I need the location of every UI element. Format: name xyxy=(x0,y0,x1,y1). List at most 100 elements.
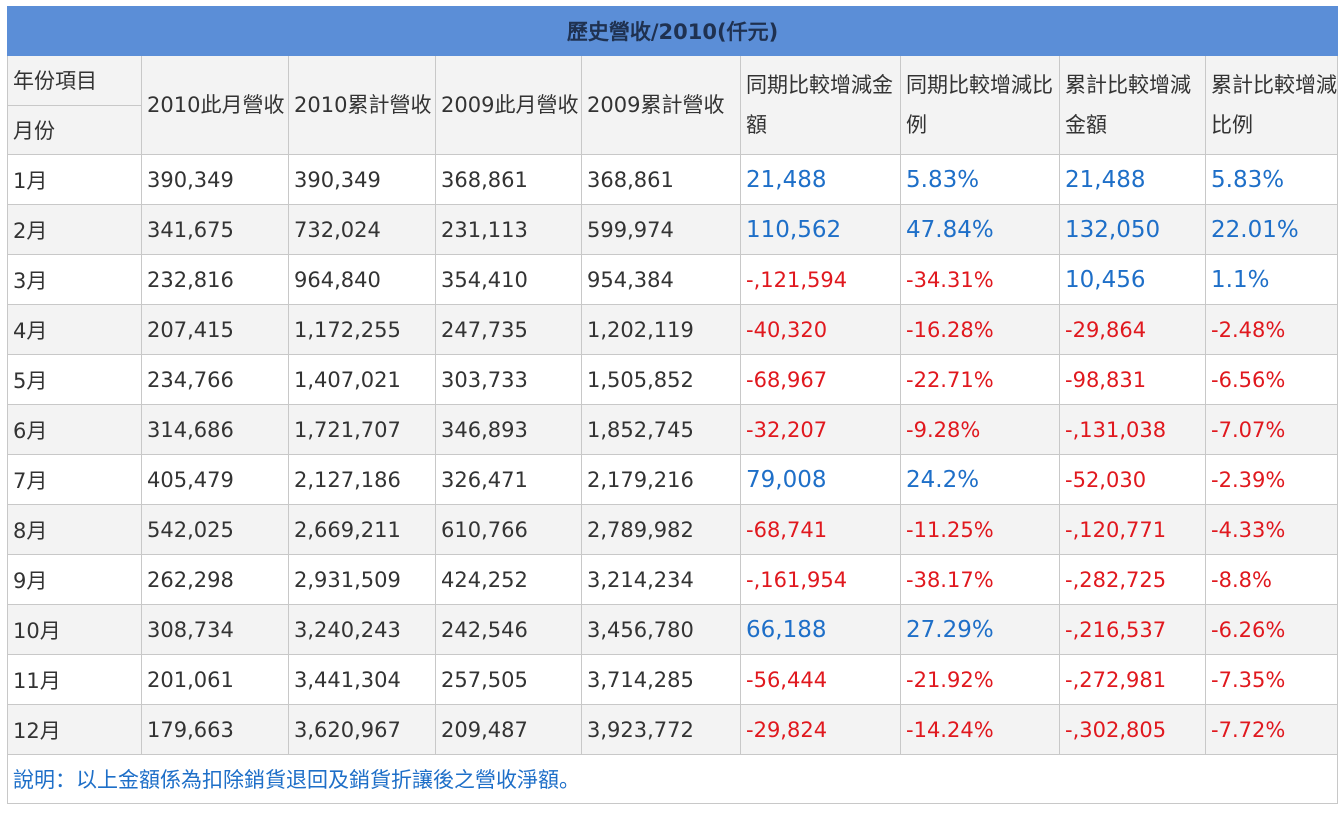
value-cell: -98,831 xyxy=(1059,354,1206,405)
value-cell: 257,505 xyxy=(435,654,582,705)
value-cell: 610,766 xyxy=(435,504,582,555)
value-cell: 207,415 xyxy=(141,304,289,355)
value-cell: -40,320 xyxy=(740,304,901,355)
value-cell: -52,030 xyxy=(1059,454,1206,505)
column-header-label: 2009累計營收 xyxy=(587,93,725,117)
column-header: 累計比較增減比例 xyxy=(1204,55,1339,155)
value-cell: 303,733 xyxy=(435,354,582,405)
value-cell: 242,546 xyxy=(435,604,582,655)
column-header: 同期比較增減金額 xyxy=(740,55,901,155)
column-header: 2009此月營收 xyxy=(435,55,582,155)
column-header-label: 2010累計營收 xyxy=(294,93,432,117)
table-row: 5月 234,766 1,407,021 303,733 1,505,852 -68,96… xyxy=(7,354,1339,405)
month-cell: 5月 xyxy=(7,354,142,405)
value-cell: 368,861 xyxy=(435,154,582,205)
footnote: 說明：以上金額係為扣除銷貨退回及銷貨折讓後之營收淨額。 xyxy=(6,754,1339,804)
value-cell: 964,840 xyxy=(288,254,436,305)
value-cell: 424,252 xyxy=(435,554,582,605)
value-cell: 5.83% xyxy=(900,154,1060,205)
value-cell: 110,562 xyxy=(740,204,901,255)
value-cell: 2,931,509 xyxy=(288,554,436,605)
value-cell: 1,407,021 xyxy=(288,354,436,405)
value-cell: 262,298 xyxy=(141,554,289,605)
month-cell: 10月 xyxy=(7,604,142,655)
column-header: 2009累計營收 xyxy=(581,55,741,155)
value-cell: 1,852,745 xyxy=(581,404,741,455)
month-cell: 9月 xyxy=(7,554,142,605)
value-cell: 22.01% xyxy=(1204,204,1339,255)
value-cell: 3,714,285 xyxy=(581,654,741,705)
value-cell: -22.71% xyxy=(900,354,1060,405)
value-cell: 308,734 xyxy=(141,604,289,655)
table-row: 3月 232,816 964,840 354,410 954,384 -,121,594-… xyxy=(7,254,1339,305)
month-cell: 8月 xyxy=(7,504,142,555)
value-cell: 3,240,243 xyxy=(288,604,436,655)
month-cell: 1月 xyxy=(7,154,142,205)
value-cell: 47.84% xyxy=(900,204,1060,255)
value-cell: 2,179,216 xyxy=(581,454,741,505)
value-cell: -,161,954 xyxy=(740,554,901,605)
value-cell: -68,967 xyxy=(740,354,901,405)
value-cell: 341,675 xyxy=(141,204,289,255)
column-header-label: 累計比較增減比例 xyxy=(1211,73,1337,137)
column-header: 同期比較增減比例 xyxy=(900,55,1060,155)
column-header: 2010累計營收 xyxy=(288,55,436,155)
value-cell: -,120,771 xyxy=(1059,504,1206,555)
value-cell: -68,741 xyxy=(740,504,901,555)
value-cell: 1.1% xyxy=(1204,254,1339,305)
value-cell: 10,456 xyxy=(1059,254,1206,305)
value-cell: -11.25% xyxy=(900,504,1060,555)
revenue-table-container: 歷史營收/2010(仟元) 年份項目 月份 2010此月營收 2010累計營收 … xyxy=(6,6,1339,804)
table-row: 9月 262,298 2,931,509 424,252 3,214,234 -,161,… xyxy=(7,554,1339,605)
column-header-label: 2009此月營收 xyxy=(441,93,579,117)
value-cell: 21,488 xyxy=(1059,154,1206,205)
value-cell: 542,025 xyxy=(141,504,289,555)
table-row: 1月 390,349 390,349 368,861 368,861 21,488 5.83… xyxy=(7,154,1339,205)
value-cell: 3,456,780 xyxy=(581,604,741,655)
table-row: 7月 405,479 2,127,186 326,471 2,179,216 79,008… xyxy=(7,454,1339,505)
revenue-history-table: 歷史營收/2010(仟元) 年份項目 月份 2010此月營收 2010累計營收 … xyxy=(6,6,1339,804)
corner-month-label: 月份 xyxy=(13,118,55,143)
month-cell: 4月 xyxy=(7,304,142,355)
value-cell: -29,824 xyxy=(740,704,901,755)
table-title: 歷史營收/2010(仟元) xyxy=(6,6,1339,56)
corner-year-item-label: 年份項目 xyxy=(8,57,141,106)
value-cell: 346,893 xyxy=(435,404,582,455)
value-cell: 27.29% xyxy=(900,604,1060,655)
value-cell: 21,488 xyxy=(740,154,901,205)
value-cell: 232,816 xyxy=(141,254,289,305)
value-cell: 3,441,304 xyxy=(288,654,436,705)
value-cell: 314,686 xyxy=(141,404,289,455)
month-cell: 11月 xyxy=(7,654,142,705)
value-cell: -2.48% xyxy=(1204,304,1339,355)
value-cell: 732,024 xyxy=(288,204,436,255)
value-cell: 1,172,255 xyxy=(288,304,436,355)
value-cell: 179,663 xyxy=(141,704,289,755)
table-row: 10月 308,734 3,240,243 242,546 3,456,780 66,18… xyxy=(7,604,1339,655)
value-cell: 3,214,234 xyxy=(581,554,741,605)
value-cell: 354,410 xyxy=(435,254,582,305)
value-cell: 132,050 xyxy=(1059,204,1206,255)
table-row: 12月 179,663 3,620,967 209,487 3,923,772 -29,8… xyxy=(7,704,1339,755)
value-cell: 201,061 xyxy=(141,654,289,705)
value-cell: -2.39% xyxy=(1204,454,1339,505)
month-cell: 12月 xyxy=(7,704,142,755)
value-cell: -6.26% xyxy=(1204,604,1339,655)
value-cell: -,216,537 xyxy=(1059,604,1206,655)
value-cell: -8.8% xyxy=(1204,554,1339,605)
value-cell: 234,766 xyxy=(141,354,289,405)
value-cell: 247,735 xyxy=(435,304,582,355)
value-cell: 2,127,186 xyxy=(288,454,436,505)
value-cell: 1,505,852 xyxy=(581,354,741,405)
column-header-label: 同期比較增減金額 xyxy=(746,73,893,137)
value-cell: -7.07% xyxy=(1204,404,1339,455)
value-cell: -29,864 xyxy=(1059,304,1206,355)
value-cell: 599,974 xyxy=(581,204,741,255)
value-cell: -,282,725 xyxy=(1059,554,1206,605)
table-row: 4月 207,415 1,172,255 247,735 1,202,119 -40,32… xyxy=(7,304,1339,355)
value-cell: -21.92% xyxy=(900,654,1060,705)
value-cell: -38.17% xyxy=(900,554,1060,605)
value-cell: -4.33% xyxy=(1204,504,1339,555)
value-cell: 79,008 xyxy=(740,454,901,505)
value-cell: 326,471 xyxy=(435,454,582,505)
